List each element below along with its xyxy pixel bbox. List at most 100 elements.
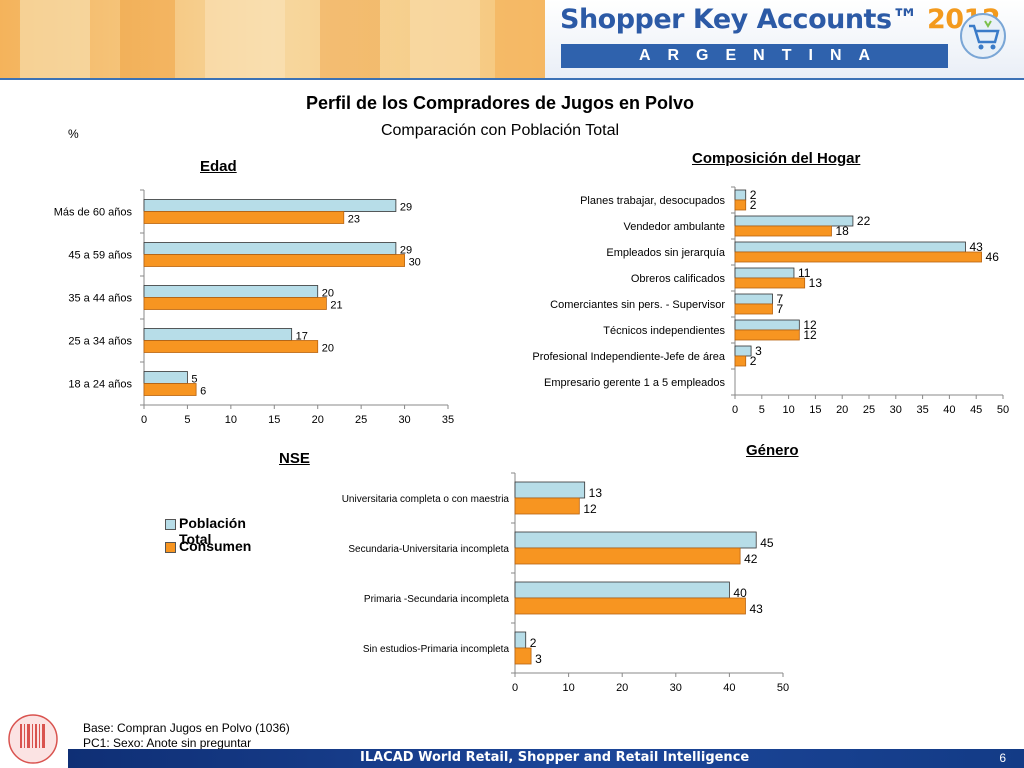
bar-poblacion [514,531,757,549]
x-tick-label: 35 [442,414,454,426]
category-label: Empresario gerente 1 a 5 empleados [544,377,725,389]
data-label: 3 [535,652,542,666]
data-label: 2 [530,636,537,650]
banner-art [0,0,545,80]
data-label: 45 [760,536,774,550]
legend-swatch-consumen [165,542,176,553]
category-label: Obreros calificados [631,273,726,285]
brand-country-bar: ARGENTINA [561,44,948,68]
bar-consumen [734,199,747,211]
x-tick-label: 10 [782,404,794,416]
data-label: 17 [296,331,308,343]
footer-bar: ILACAD World Retail, Shopper and Retail … [68,749,1024,768]
footer-text: ILACAD World Retail, Shopper and Retail … [360,750,750,765]
brand-area: Shopper Key Accounts™ 2012 ARGENTINA [545,0,1024,80]
bar-consumen [514,597,746,615]
category-label: 25 a 34 años [68,336,132,348]
category-label: Técnicos independientes [603,325,725,337]
category-label: 35 a 44 años [68,293,132,305]
bar-consumen [734,251,982,263]
legend-label-consumen: Consumen [179,538,252,554]
x-tick-label: 30 [890,404,902,416]
bar-poblacion [143,328,293,341]
data-label: 29 [400,245,412,257]
footnote-base: Base: Compran Jugos en Polvo (1036) [83,721,290,735]
bar-poblacion [734,319,800,331]
page-title: Perfil de los Compradores de Jugos en Po… [305,93,695,113]
x-tick-label: 0 [141,414,147,426]
category-label: Vendedor ambulante [623,221,725,233]
data-label: 30 [409,257,421,269]
category-label: Sin estudios-Primaria incompleta [363,644,510,655]
header-banner-image [0,0,545,80]
bar-poblacion [514,581,730,599]
category-label: Comerciantes sin pers. - Supervisor [550,299,725,311]
data-label: 6 [200,386,206,398]
x-tick-label: 20 [616,682,628,694]
bar-poblacion [143,199,397,212]
x-tick-label: 20 [836,404,848,416]
hogar-chart-title: Composición del Hogar [692,150,861,167]
data-label: 12 [803,328,817,342]
x-tick-label: 15 [268,414,280,426]
data-label: 13 [589,486,603,500]
data-label: 5 [191,374,197,386]
nse-chart: 0 10 20 30 40 50 Universitaria completa o con … [342,472,789,694]
bar-poblacion [734,345,752,357]
x-tick-label: 45 [970,404,982,416]
x-tick-label: 40 [723,682,735,694]
x-tick-label: 25 [355,414,367,426]
bar-consumen [143,254,405,267]
bar-poblacion [514,481,586,499]
hogar-chart: 0 5 10 15 20 25 30 35 40 45 50 Planes trabajar, des… [532,186,1009,416]
category-label: Universitaria completa o con maestria [342,494,510,505]
x-tick-label: 10 [225,414,237,426]
edad-chart-title: Edad [200,158,237,175]
data-label: 12 [803,318,817,332]
x-tick-label: 25 [863,404,875,416]
data-label: 2 [750,354,757,368]
nse-chart-title: NSE [279,450,310,467]
x-tick-label: 20 [312,414,324,426]
x-tick-label: 30 [670,682,682,694]
bar-consumen [734,329,800,341]
bar-poblacion [734,189,747,201]
category-label: Más de 60 años [54,207,133,219]
legend-label-poblacion: Población Total [179,515,246,547]
data-label: 21 [330,300,342,312]
data-label: 23 [348,214,360,226]
bar-poblacion [734,241,966,253]
data-label: 20 [322,343,334,355]
bar-poblacion [143,242,397,255]
bar-consumen [143,340,319,353]
data-label: 13 [809,276,823,290]
category-label: Planes trabajar, desocupados [580,195,725,207]
x-tick-label: 5 [759,404,765,416]
brand-title: Shopper Key Accounts™ 2012 [560,4,1001,35]
page-number: 6 [999,751,1006,765]
x-tick-label: 0 [512,682,518,694]
category-label: 18 a 24 años [68,379,132,391]
header: Shopper Key Accounts™ 2012 ARGENTINA [0,0,1024,80]
category-label: Empleados sin jerarquía [606,247,726,259]
data-label: 40 [733,586,747,600]
bar-poblacion [514,631,527,649]
genero-chart-title: Género [746,442,799,459]
data-label: 11 [798,266,811,280]
x-tick-label: 40 [943,404,955,416]
bar-consumen [143,297,327,310]
barcode-logo-icon [8,714,58,764]
data-label: 7 [777,292,784,306]
bar-consumen [734,225,832,237]
category-label: 45 a 59 años [68,250,132,262]
data-label: 12 [583,502,597,516]
data-label: 2 [750,188,757,202]
bar-poblacion [143,371,188,384]
x-tick-label: 50 [777,682,789,694]
edad-chart: 0 5 10 15 20 25 30 35 Más de 60 años 29 23 45 a 59 … [54,189,454,426]
bar-consumen [514,647,532,665]
bar-consumen [514,497,580,515]
bar-poblacion [734,267,795,279]
brand-country: ARGENTINA [638,47,888,64]
shopping-cart-icon [960,13,1006,59]
